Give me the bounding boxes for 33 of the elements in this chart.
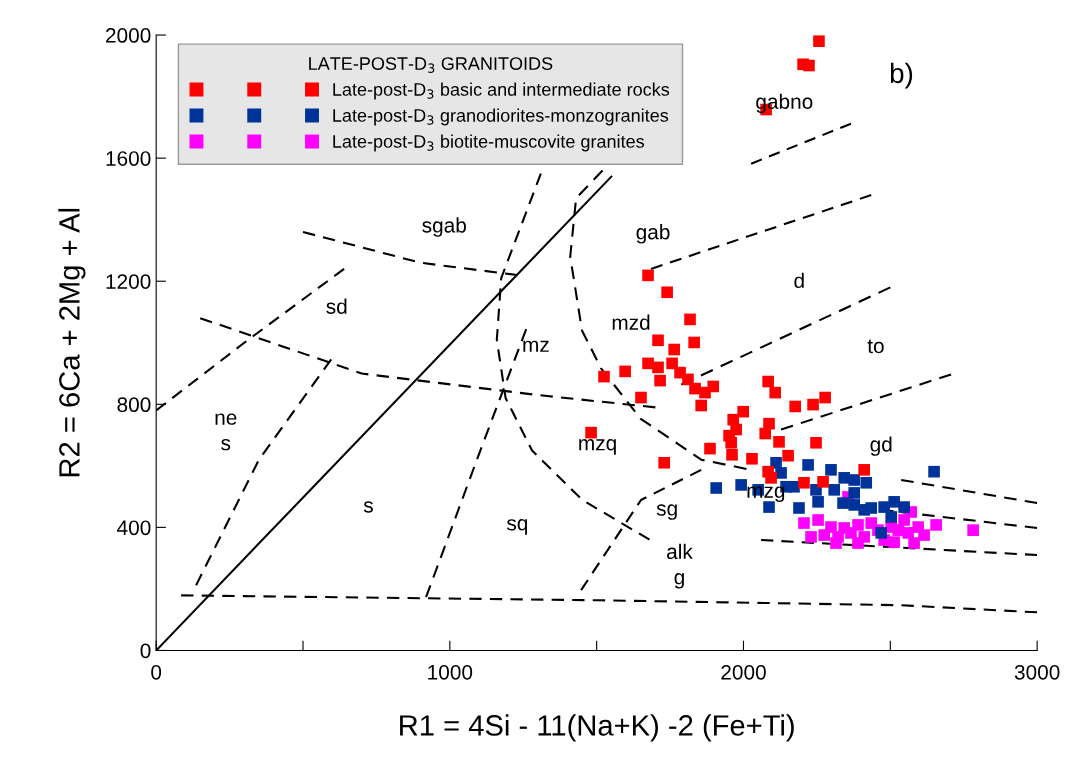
- legend-title: LATE-POST-D$_{3}$ GRANITOIDS: [309, 57, 553, 73]
- x-tick-label: 0: [151, 664, 162, 680]
- annotation: mz: [523, 340, 549, 352]
- annotation: sq: [506, 519, 528, 535]
- annotation: mzd: [612, 314, 650, 330]
- annotation: gd: [870, 436, 892, 456]
- annotation: mzg: [747, 486, 785, 503]
- y-tick-label: 0: [140, 643, 151, 659]
- y-tick-label: 400: [117, 520, 151, 536]
- y-tick-label: 800: [117, 397, 151, 413]
- y-axis-title: R2 = 6Ca + 2Mg + Al: [58, 208, 86, 477]
- annotation: d: [794, 272, 804, 289]
- annotation: to: [867, 339, 884, 354]
- annotation: b): [890, 62, 913, 89]
- annotation: sd: [326, 298, 347, 314]
- legend-label: Late-post-D$_{3}$ granodiorites-monzogranites: [333, 108, 669, 126]
- x-tick-label: 1000: [428, 664, 473, 680]
- annotation: ne s: [215, 413, 237, 451]
- legend-label: Late-post-D$_{3}$ basic and intermediate rocks: [333, 82, 670, 100]
- annotation: sg: [656, 504, 677, 520]
- annotation: alk g: [667, 543, 693, 589]
- y-tick-label: 1600: [106, 151, 151, 166]
- x-tick-label: 3000: [1014, 664, 1060, 680]
- legend-label: Late-post-D$_{3}$ biotite-muscovite granites: [333, 134, 645, 152]
- annotation: s: [363, 501, 373, 513]
- x-axis-title: R1 = 4Si - 11(Na+K) -2 (Fe+Ti): [400, 714, 794, 742]
- y-tick-label: 1200: [106, 274, 151, 289]
- annotation: sgab: [422, 217, 466, 237]
- annotation: mzq: [579, 439, 616, 455]
- x-tick-label: 2000: [721, 664, 766, 680]
- annotation: gab: [636, 224, 670, 244]
- annotation: gabno: [756, 93, 813, 114]
- y-tick-label: 2000: [106, 28, 151, 43]
